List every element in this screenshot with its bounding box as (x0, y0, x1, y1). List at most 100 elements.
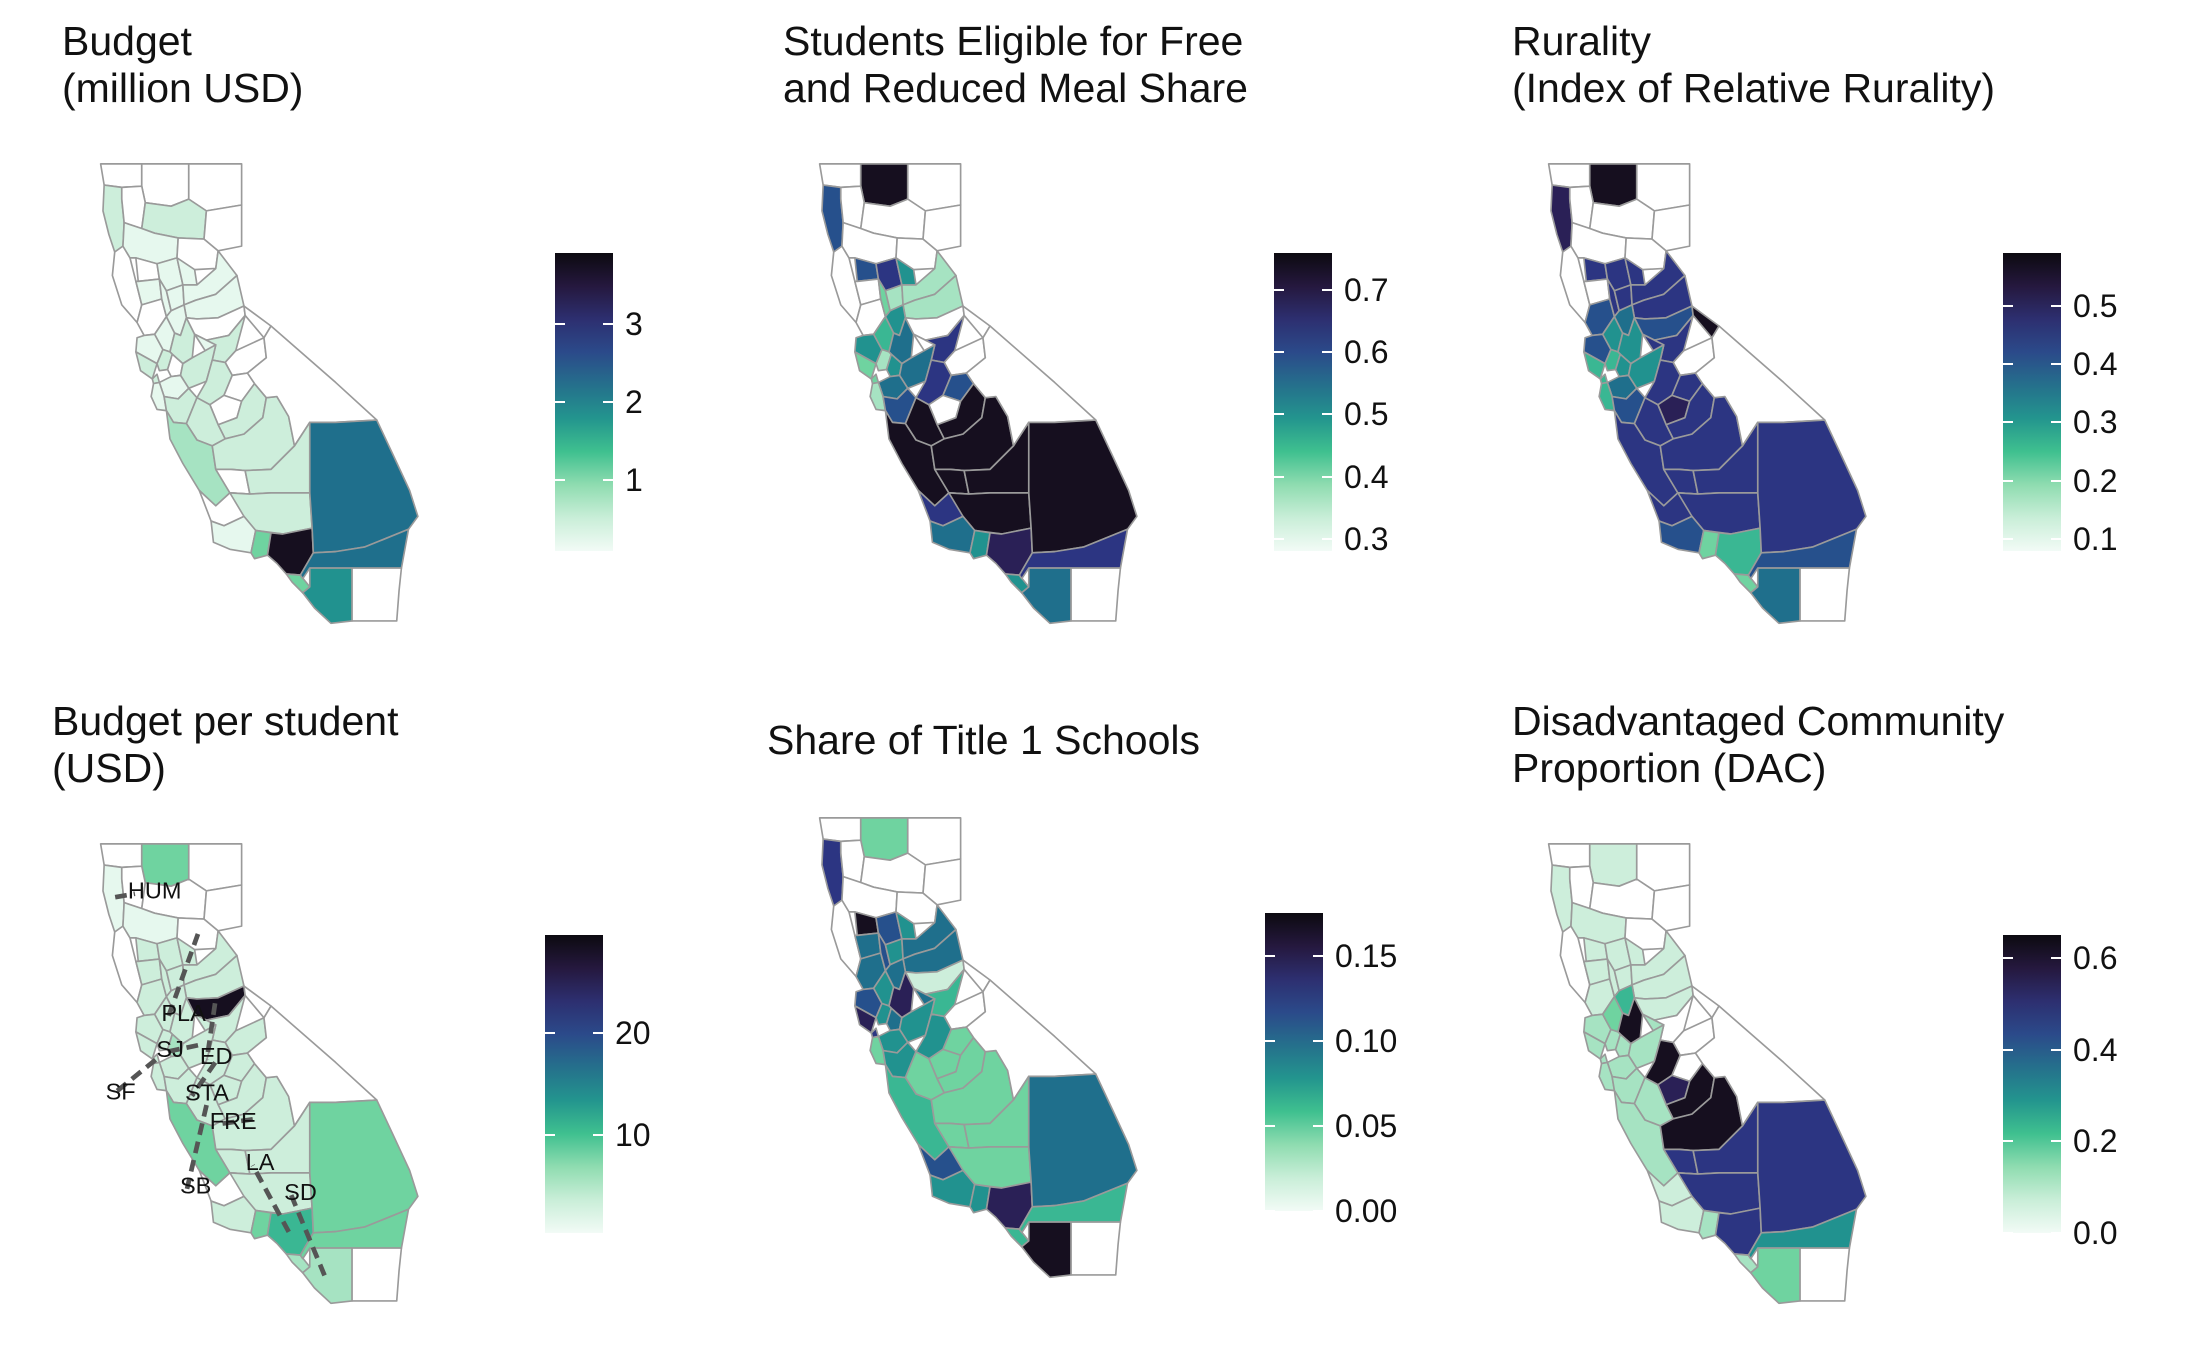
county-im (1070, 1221, 1122, 1276)
county-sd (301, 1247, 353, 1305)
county-label: SB (180, 1173, 211, 1199)
panel-title: Students Eligible for Free and Reduced M… (783, 18, 1248, 111)
county-la (1651, 204, 1691, 252)
county-la (922, 204, 962, 252)
panel-title: Rurality (Index of Relative Rurality) (1512, 18, 1996, 111)
colorbar-tick-label: 0.7 (1344, 272, 1389, 309)
colorbar-tick-label: 0.3 (2073, 404, 2118, 441)
colorbar-legend: 0.3 0.4 0.5 0.6 0.7 (1274, 253, 1388, 556)
panel-title: Budget per student (USD) (52, 698, 399, 791)
county-si (1588, 163, 1638, 207)
county-im (1070, 567, 1122, 622)
colorbar-tick-label: 0.6 (1344, 334, 1389, 371)
county-si (859, 817, 909, 861)
label-leader-line (204, 1002, 218, 1060)
panel-budget-per-student: Budget per student (USD) HUM PLA SJ ED SF STA… (0, 675, 729, 1350)
california-map (99, 163, 419, 625)
colorbar-tick-label: 0.5 (2073, 287, 2118, 324)
panel-title: Disadvantaged Community Proportion (DAC) (1512, 698, 2005, 791)
label-leader-line (114, 891, 136, 900)
colorbar-tick-label: 0.4 (2073, 346, 2118, 383)
colorbar-legend: 0.00 0.05 0.10 0.15 (1265, 913, 1397, 1228)
panel-frpm: Students Eligible for Free and Reduced M… (729, 0, 1458, 675)
county-si (140, 163, 190, 207)
colorbar-tick-label: 0.2 (2073, 1123, 2118, 1160)
colorbar-tick-label: 0.0 (2073, 1215, 2118, 1251)
county-si (859, 163, 909, 207)
county-sd (1020, 567, 1072, 625)
label-leader-line (190, 1061, 218, 1098)
county-label: FRE (210, 1108, 257, 1134)
label-leader-line (162, 1042, 199, 1055)
colorbar-tick-label: 0.00 (1335, 1193, 1398, 1229)
colorbar-tick-label: 3 (625, 305, 643, 342)
county-label: STA (185, 1080, 229, 1106)
colorbar-gradient (2003, 935, 2061, 1233)
colorbar-legend: 1 2 3 (555, 253, 643, 551)
county-dn (99, 843, 143, 869)
panel-title: Share of Title 1 Schools (767, 717, 1201, 763)
label-leader-line (166, 933, 201, 1018)
panel-title1: Share of Title 1 Schools 0.00 0.05 0.10 0.1… (729, 675, 1458, 1350)
california-map (818, 817, 1138, 1279)
county-ri (1747, 528, 1858, 580)
county-la (922, 858, 962, 906)
colorbar-tick-label: 0.2 (2073, 462, 2118, 499)
colorbar-tick-label: 0.05 (1335, 1107, 1398, 1144)
label-leader-line (184, 1104, 209, 1190)
colorbar-gradient (1274, 253, 1332, 551)
colorbar-tick-label: 0.6 (2073, 939, 2118, 976)
colorbar-tick-label: 0.4 (2073, 1031, 2118, 1068)
label-leader-line (111, 1057, 158, 1097)
colorbar-gradient (545, 935, 603, 1233)
county-si (1588, 843, 1638, 887)
county-sd (1749, 567, 1801, 625)
colorbar-tick-label: 0.3 (1344, 520, 1389, 557)
california-map (818, 163, 1138, 625)
colorbar-gradient (2003, 253, 2061, 551)
county-im (351, 1247, 403, 1302)
county-im (351, 567, 403, 622)
county-im (1799, 1247, 1851, 1302)
county-ri (299, 528, 410, 580)
county-dn (818, 163, 862, 189)
county-im (1799, 567, 1851, 622)
colorbar-tick-label: 20 (615, 1014, 651, 1051)
county-label: SD (284, 1179, 317, 1205)
county-label: SJ (156, 1036, 183, 1062)
county-dn (818, 817, 862, 843)
county-ri (299, 1208, 410, 1260)
colorbar-tick-label: 0.5 (1344, 396, 1389, 433)
colorbar-legend: 10 20 (545, 935, 651, 1233)
county-sd (1020, 1221, 1072, 1279)
county-label: SF (106, 1078, 136, 1104)
colorbar-tick-label: 0.15 (1335, 937, 1398, 974)
county-label: HUM (128, 877, 182, 903)
panel-rurality: Rurality (Index of Relative Rurality) 0.… (1458, 0, 2187, 675)
panel-budget: Budget (million USD) 1 2 3 (0, 0, 729, 675)
county-dn (99, 163, 143, 189)
colorbar-tick-label: 0.4 (1344, 458, 1389, 495)
county-la (203, 884, 243, 932)
label-leader-line (216, 1116, 254, 1127)
county-dn (1547, 843, 1591, 869)
colorbar-gradient (1265, 913, 1323, 1211)
county-label: LA (246, 1149, 275, 1175)
colorbar-legend: 0.0 0.2 0.4 0.6 (2003, 935, 2117, 1250)
county-dn (1547, 163, 1591, 189)
county-ri (1018, 1182, 1129, 1234)
california-map (1547, 163, 1867, 625)
county-la (203, 204, 243, 252)
colorbar-tick-label: 2 (625, 384, 643, 420)
colorbar-tick-label: 10 (615, 1117, 651, 1154)
panel-dac: Disadvantaged Community Proportion (DAC)… (1458, 675, 2187, 1350)
panel-title: Budget (million USD) (62, 18, 304, 111)
colorbar-tick-label: 1 (625, 462, 643, 499)
county-ri (1747, 1208, 1858, 1260)
label-leader-line (250, 1164, 291, 1234)
colorbar-legend: 0.1 0.2 0.3 0.4 0.5 (2003, 253, 2117, 556)
colorbar-tick-label: 0.10 (1335, 1022, 1398, 1059)
label-leader-line (289, 1194, 327, 1277)
county-sd (1749, 1247, 1801, 1305)
